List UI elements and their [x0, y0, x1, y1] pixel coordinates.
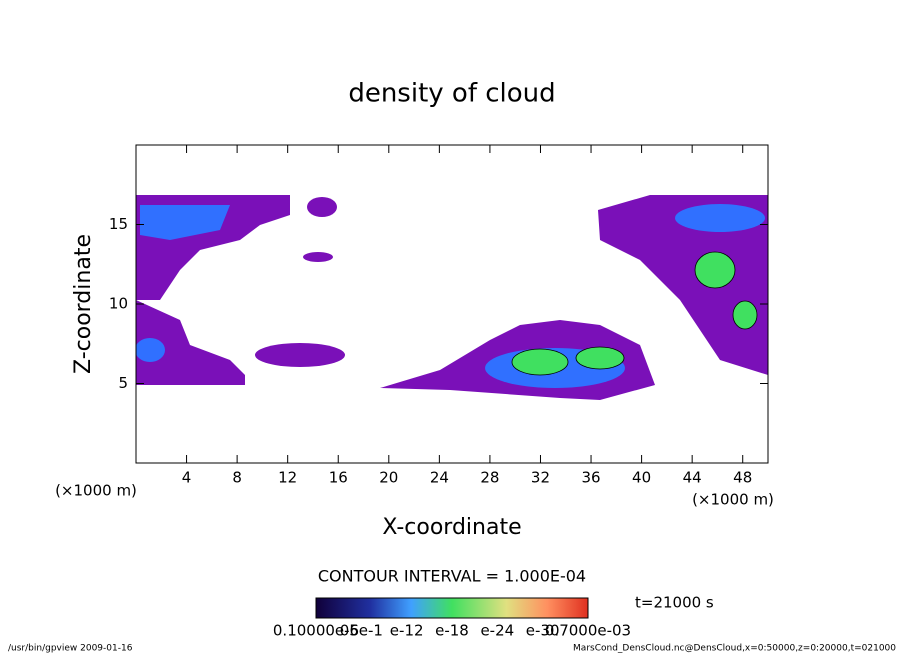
- colorbar-label: e-24: [480, 622, 514, 640]
- x-tick-label: 28: [480, 469, 499, 487]
- x-tick-label: 32: [531, 469, 550, 487]
- colorbar-label: e-30: [526, 622, 560, 640]
- y-tick-label: 15: [109, 215, 128, 233]
- colorbar-label: 0.7000e-03: [545, 622, 631, 640]
- time-label: t=21000 s: [635, 594, 714, 612]
- x-tick-label: 48: [733, 469, 752, 487]
- x-unit-left: (×1000 m): [55, 482, 137, 500]
- colorbar-label: 0.10000e-6: [273, 622, 359, 640]
- colorbar-label: 05e-1: [340, 622, 383, 640]
- x-unit-right: (×1000 m): [692, 491, 774, 509]
- contour-interval: CONTOUR INTERVAL = 1.000E-04: [318, 567, 586, 586]
- x-axis-label: X-coordinate: [382, 515, 521, 540]
- x-tick-label: 8: [232, 469, 242, 487]
- footer-right: MarsCond_DensCloud.nc@DensCloud,x=0:5000…: [573, 644, 896, 654]
- x-tick-label: 24: [430, 469, 449, 487]
- y-tick-label: 10: [109, 295, 128, 313]
- colorbar-label: e-12: [390, 622, 424, 640]
- contour-field: [136, 195, 768, 400]
- x-tick-label: 20: [379, 469, 398, 487]
- y-axis-label: Z-coordinate: [71, 234, 96, 374]
- footer-left: /usr/bin/gpview 2009-01-16: [8, 644, 133, 654]
- x-tick-label: 12: [278, 469, 297, 487]
- x-tick-label: 40: [632, 469, 651, 487]
- x-tick-label: 4: [182, 469, 192, 487]
- x-tick-label: 36: [581, 469, 600, 487]
- chart-title: density of cloud: [348, 79, 555, 109]
- y-tick-label: 5: [118, 374, 128, 392]
- plot-frame: [135, 144, 769, 464]
- colorbar: [315, 597, 589, 619]
- x-tick-label: 16: [329, 469, 348, 487]
- colorbar-label: e-18: [435, 622, 469, 640]
- x-tick-label: 44: [683, 469, 702, 487]
